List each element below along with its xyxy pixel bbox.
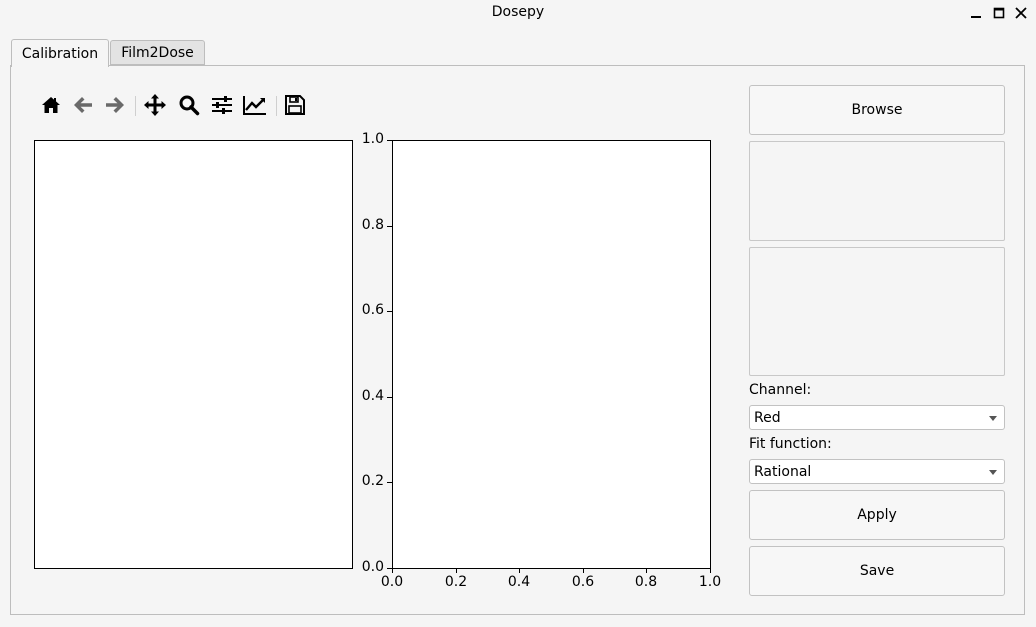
pan-icon xyxy=(144,94,166,116)
browse-button[interactable]: Browse xyxy=(749,85,1005,135)
tab-film2dose[interactable]: Film2Dose xyxy=(110,40,205,65)
info-text-area[interactable] xyxy=(749,247,1005,376)
minimize-icon xyxy=(971,16,981,18)
y-tick xyxy=(387,482,392,483)
browse-label: Browse xyxy=(851,102,903,118)
channel-label: Channel: xyxy=(749,382,812,398)
close-icon xyxy=(1015,7,1027,19)
apply-label: Apply xyxy=(857,507,897,523)
save-figure-button[interactable] xyxy=(280,88,310,122)
y-tick-label: 0.4 xyxy=(361,388,384,404)
y-tick-label: 0.6 xyxy=(361,302,384,318)
fit-function-select[interactable]: Rational xyxy=(749,459,1005,484)
save-button[interactable]: Save xyxy=(749,546,1005,596)
title-bar: Dosepy xyxy=(0,0,1036,26)
tab-calibration[interactable]: Calibration xyxy=(11,39,109,67)
maximize-icon xyxy=(993,7,1005,19)
y-tick xyxy=(387,568,392,569)
configure-subplots-button[interactable] xyxy=(207,88,237,122)
save-figure-icon xyxy=(285,95,305,115)
x-tick-label: 0.6 xyxy=(571,574,595,590)
close-button[interactable] xyxy=(1010,2,1032,24)
y-tick-label: 0.8 xyxy=(361,217,384,233)
save-label: Save xyxy=(859,563,895,579)
fit-function-value: Rational xyxy=(754,463,812,480)
x-tick-label: 1.0 xyxy=(698,574,722,590)
y-tick xyxy=(387,140,392,141)
x-tick xyxy=(583,568,584,573)
y-tick-label: 1.0 xyxy=(361,131,384,147)
x-tick xyxy=(519,568,520,573)
x-tick-label: 0.4 xyxy=(507,574,531,590)
y-tick-label: 0.2 xyxy=(361,473,384,489)
y-tick xyxy=(387,311,392,312)
home-button[interactable] xyxy=(36,88,66,122)
pan-button[interactable] xyxy=(140,88,170,122)
y-tick xyxy=(387,226,392,227)
x-tick-label: 0.8 xyxy=(634,574,658,590)
maximize-button[interactable] xyxy=(988,2,1010,24)
image-axes[interactable] xyxy=(34,140,353,569)
tab-label: Film2Dose xyxy=(121,44,194,61)
x-tick-label: 0.0 xyxy=(380,574,404,590)
x-tick xyxy=(456,568,457,573)
chevron-down-icon xyxy=(989,470,997,475)
forward-button[interactable] xyxy=(100,88,130,122)
back-button[interactable] xyxy=(68,88,98,122)
x-tick-label: 0.2 xyxy=(444,574,468,590)
minimize-button[interactable] xyxy=(965,2,987,24)
configure-subplots-icon xyxy=(212,96,232,114)
channel-select[interactable]: Red xyxy=(749,405,1005,430)
y-tick-label: 0.0 xyxy=(361,559,384,575)
fit-function-label: Fit function: xyxy=(749,436,832,452)
x-tick xyxy=(646,568,647,573)
files-list[interactable] xyxy=(749,141,1005,241)
home-icon xyxy=(42,97,60,113)
x-tick xyxy=(710,568,711,573)
chevron-down-icon xyxy=(989,416,997,421)
forward-icon xyxy=(106,97,124,113)
calibration-plot[interactable] xyxy=(392,140,711,569)
back-icon xyxy=(74,97,92,113)
zoom-icon xyxy=(179,95,200,116)
zoom-button[interactable] xyxy=(174,88,204,122)
window-title: Dosepy xyxy=(491,4,545,20)
edit-axes-button[interactable] xyxy=(240,88,270,122)
edit-axes-icon xyxy=(243,96,266,115)
apply-button[interactable]: Apply xyxy=(749,490,1005,540)
toolbar-separator xyxy=(135,96,136,116)
toolbar-separator xyxy=(276,96,277,116)
channel-value: Red xyxy=(754,409,781,426)
x-tick xyxy=(392,568,393,573)
tab-label: Calibration xyxy=(21,45,99,62)
y-tick xyxy=(387,397,392,398)
